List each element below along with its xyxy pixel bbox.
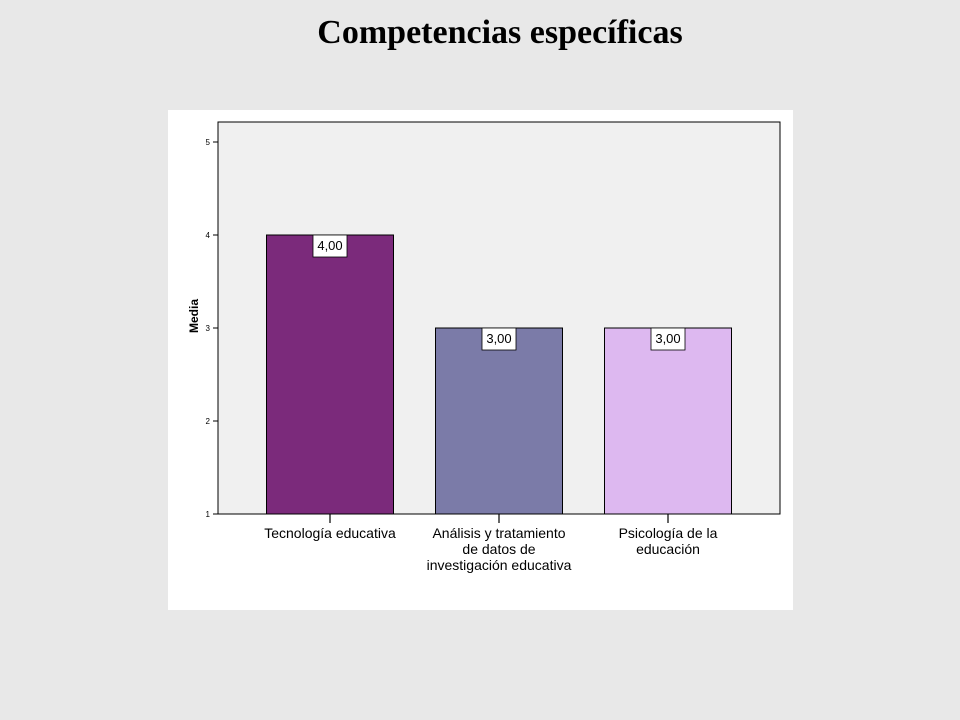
y-tick-label: 2 [206, 417, 211, 426]
data-label-box [650, 327, 686, 351]
y-tick-label: 5 [206, 138, 211, 147]
data-label-box [312, 234, 348, 258]
x-tick-label: investigación educativa [427, 557, 572, 573]
chart-panel: 1 2 3 4 5 Media 4,00 Tecnología educativa 3,00 An… [168, 110, 793, 610]
data-label-box [481, 327, 517, 351]
bar-chart: 1 2 3 4 5 Media 4,00 Tecnología educativa 3,00 An… [187, 121, 781, 573]
data-label: 4,00 [317, 238, 342, 253]
x-tick-label: Análisis y tratamiento [432, 525, 565, 541]
page-title: Competencias específicas [317, 14, 683, 51]
bar [266, 234, 394, 515]
x-tick-label: educación [636, 541, 700, 557]
bar [435, 327, 563, 515]
data-label: 3,00 [486, 331, 511, 346]
y-tick-label: 4 [206, 231, 211, 240]
data-label: 3,00 [655, 331, 680, 346]
y-tick-label: 3 [206, 324, 211, 333]
bar [604, 327, 732, 515]
x-tick-label: de datos de [462, 541, 535, 557]
x-tick-label: Psicología de la [619, 525, 718, 541]
y-axis-label: Media [187, 299, 201, 333]
y-tick-label: 1 [206, 510, 211, 519]
x-tick-label: Tecnología educativa [264, 525, 396, 541]
